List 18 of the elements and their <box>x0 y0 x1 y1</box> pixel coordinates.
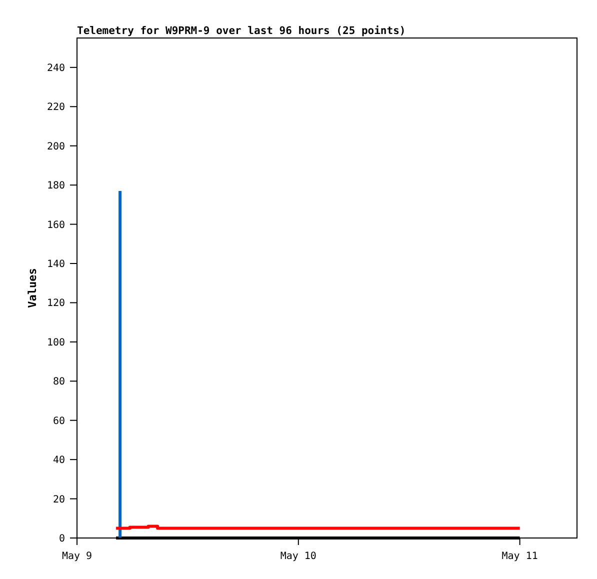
y-tick-label: 120 <box>46 298 65 310</box>
y-tick-label: 0 <box>58 534 65 544</box>
y-tick-label: 180 <box>46 180 65 192</box>
y-tick-label: 220 <box>46 102 65 114</box>
x-tick-label: May 10 <box>280 551 316 562</box>
y-tick-label: 40 <box>52 455 65 466</box>
y-tick-label: 60 <box>52 416 65 427</box>
y-tick-label: 20 <box>52 494 65 506</box>
x-tick-label: May 9 <box>62 551 92 562</box>
y-tick-label: 140 <box>46 258 65 270</box>
x-tick-label: May 11 <box>502 551 538 562</box>
y-tick-label: 160 <box>46 220 65 231</box>
y-tick-label: 200 <box>46 141 65 152</box>
y-axis-title: Values <box>26 268 39 308</box>
y-tick-label: 240 <box>46 62 65 74</box>
y-tick-label: 100 <box>46 337 65 348</box>
y-tick-label: 80 <box>52 376 65 388</box>
chart-title: Telemetry for W9PRM-9 over last 96 hours (25 points) <box>77 25 406 37</box>
